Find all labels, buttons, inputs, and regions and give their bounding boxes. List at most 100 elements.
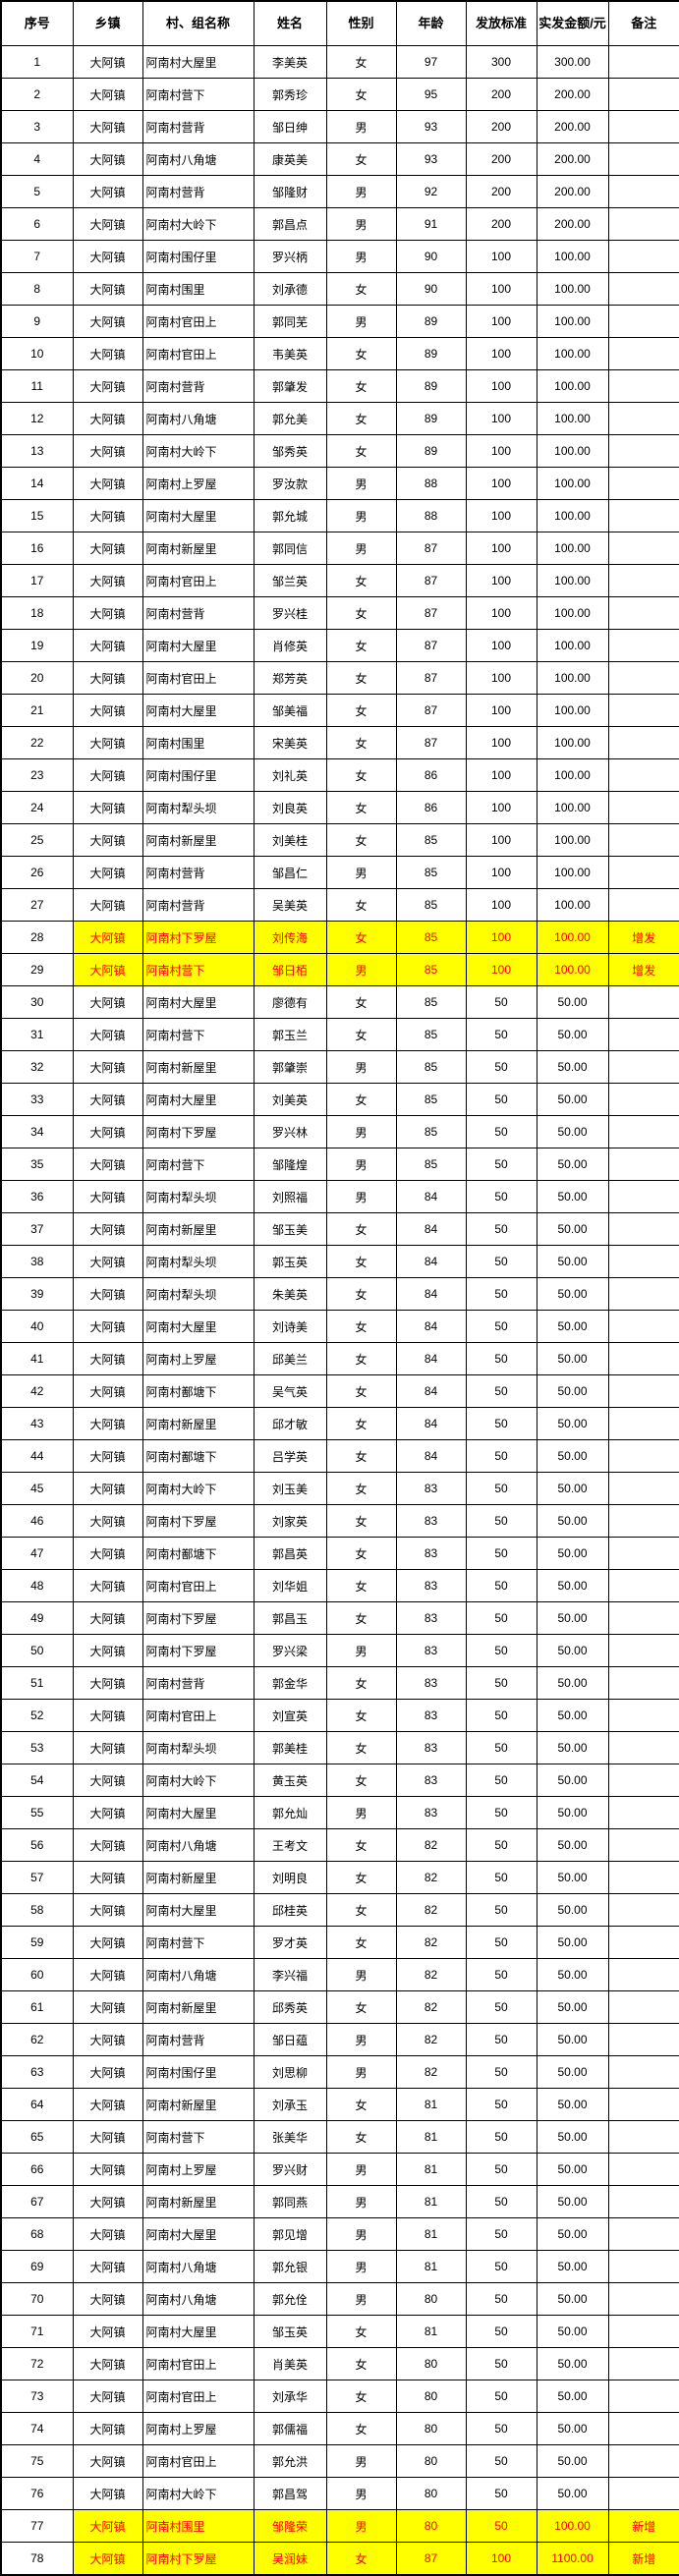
cell-gender: 男 <box>325 240 397 273</box>
table-row: 23 大阿镇 阿南村围仔里 刘礼英女 86 100 100.00 <box>0 758 679 792</box>
cell-age: 82 <box>395 1861 467 1894</box>
cell-amount: 50.00 <box>536 1537 609 1570</box>
cell-no: 19 <box>0 629 74 662</box>
table-row: 69 大阿镇 阿南村八角塘 郭允银男 81 50 50.00 <box>0 2250 679 2283</box>
cell-town: 大阿镇 <box>72 1472 143 1505</box>
cell-gender: 男 <box>325 1115 397 1148</box>
cell-standard: 200 <box>465 175 538 208</box>
cell-name: 邱才敏 <box>253 1407 327 1440</box>
cell-amount: 100.00 <box>536 240 609 273</box>
cell-age: 85 <box>395 1018 467 1051</box>
cell-age: 91 <box>395 207 467 241</box>
table-row: 31 大阿镇 阿南村营下 郭玉兰女 85 50 50.00 <box>0 1018 679 1051</box>
cell-village: 阿南村营背 <box>141 2023 255 2056</box>
cell-standard: 50 <box>465 2088 538 2121</box>
cell-gender: 女 <box>325 272 397 306</box>
cell-gender: 女 <box>325 823 397 857</box>
cell-village: 阿南村犁头坝 <box>141 1277 255 1311</box>
cell-note <box>607 2477 679 2510</box>
cell-name: 郭见增 <box>253 2217 327 2251</box>
cell-standard: 50 <box>465 1828 538 1862</box>
cell-age: 85 <box>395 953 467 986</box>
cell-note <box>607 1472 679 1505</box>
cell-no: 74 <box>0 2412 74 2445</box>
cell-amount: 100.00 <box>536 758 609 792</box>
cell-age: 82 <box>395 1828 467 1862</box>
cell-village: 阿南村新屋里 <box>141 532 255 565</box>
cell-amount: 100.00 <box>536 596 609 630</box>
cell-gender: 女 <box>325 694 397 727</box>
cell-village: 阿南村围仔里 <box>141 240 255 273</box>
cell-amount: 50.00 <box>536 2153 609 2186</box>
cell-town: 大阿镇 <box>72 2120 143 2154</box>
cell-note <box>607 1699 679 1732</box>
table-row: 75 大阿镇 阿南村官田上 郭允洪男 80 50 50.00 <box>0 2444 679 2478</box>
table-row: 16 大阿镇 阿南村新屋里 郭同信男 87 100 100.00 <box>0 532 679 565</box>
cell-amount: 50.00 <box>536 985 609 1019</box>
cell-town: 大阿镇 <box>72 2088 143 2121</box>
cell-village: 阿南村下罗屋 <box>141 921 255 954</box>
cell-no: 9 <box>0 305 74 338</box>
cell-village: 阿南村官田上 <box>141 2347 255 2380</box>
cell-name: 刘玉美 <box>253 1472 327 1505</box>
cell-standard: 100 <box>465 596 538 630</box>
cell-town: 大阿镇 <box>72 1018 143 1051</box>
table-row: 28 大阿镇 阿南村下罗屋 刘传海女 85 100 100.00 增发 <box>0 921 679 954</box>
cell-name: 刘良英 <box>253 791 327 824</box>
cell-name: 肖修英 <box>253 629 327 662</box>
cell-gender: 女 <box>325 1828 397 1862</box>
cell-standard: 300 <box>465 45 538 79</box>
cell-no: 75 <box>0 2444 74 2478</box>
cell-town: 大阿镇 <box>72 1666 143 1700</box>
cell-standard: 50 <box>465 985 538 1019</box>
cell-age: 85 <box>395 823 467 857</box>
cell-name: 郭玉英 <box>253 1245 327 1278</box>
cell-no: 2 <box>0 78 74 111</box>
cell-no: 69 <box>0 2250 74 2283</box>
cell-no: 36 <box>0 1180 74 1213</box>
cell-village: 阿南村下罗屋 <box>141 1634 255 1667</box>
cell-no: 59 <box>0 1926 74 1959</box>
cell-note <box>607 1115 679 1148</box>
cell-note <box>607 110 679 143</box>
cell-standard: 50 <box>465 2315 538 2348</box>
cell-age: 87 <box>395 596 467 630</box>
cell-no: 16 <box>0 532 74 565</box>
cell-gender: 男 <box>325 2477 397 2510</box>
cell-amount: 50.00 <box>536 2315 609 2348</box>
cell-town: 大阿镇 <box>72 1310 143 1343</box>
cell-name: 郭昌英 <box>253 1537 327 1570</box>
cell-standard: 50 <box>465 1601 538 1635</box>
cell-village: 阿南村大岭下 <box>141 2477 255 2510</box>
cell-age: 95 <box>395 78 467 111</box>
cell-gender: 女 <box>325 1342 397 1375</box>
table-row: 49 大阿镇 阿南村下罗屋 郭昌玉女 83 50 50.00 <box>0 1601 679 1635</box>
cell-age: 87 <box>395 694 467 727</box>
cell-standard: 100 <box>465 402 538 435</box>
table-row: 7 大阿镇 阿南村围仔里 罗兴柄男 90 100 100.00 <box>0 240 679 273</box>
cell-name: 李兴福 <box>253 1958 327 1991</box>
cell-village: 阿南村鄯塘下 <box>141 1537 255 1570</box>
cell-town: 大阿镇 <box>72 1083 143 1116</box>
cell-age: 82 <box>395 2055 467 2089</box>
cell-town: 大阿镇 <box>72 2347 143 2380</box>
cell-note: 增发 <box>607 953 679 986</box>
table-row: 52 大阿镇 阿南村官田上 刘宣英女 83 50 50.00 <box>0 1699 679 1732</box>
table-row: 73 大阿镇 阿南村官田上 刘承华女 80 50 50.00 <box>0 2380 679 2413</box>
cell-standard: 100 <box>465 337 538 370</box>
cell-age: 84 <box>395 1439 467 1473</box>
col-header-note: 备注 <box>607 0 679 46</box>
cell-village: 阿南村营下 <box>141 1926 255 1959</box>
cell-age: 83 <box>395 1601 467 1635</box>
cell-town: 大阿镇 <box>72 402 143 435</box>
cell-standard: 50 <box>465 1245 538 1278</box>
table-row: 46 大阿镇 阿南村下罗屋 刘家英女 83 50 50.00 <box>0 1504 679 1538</box>
cell-amount: 100.00 <box>536 661 609 695</box>
cell-amount: 50.00 <box>536 2088 609 2121</box>
table-row: 53 大阿镇 阿南村犁头坝 郭美桂女 83 50 50.00 <box>0 1731 679 1764</box>
cell-standard: 50 <box>465 2477 538 2510</box>
col-header-no: 序号 <box>0 0 74 46</box>
cell-age: 81 <box>395 2217 467 2251</box>
cell-standard: 100 <box>465 856 538 889</box>
cell-village: 阿南村新屋里 <box>141 1212 255 1246</box>
